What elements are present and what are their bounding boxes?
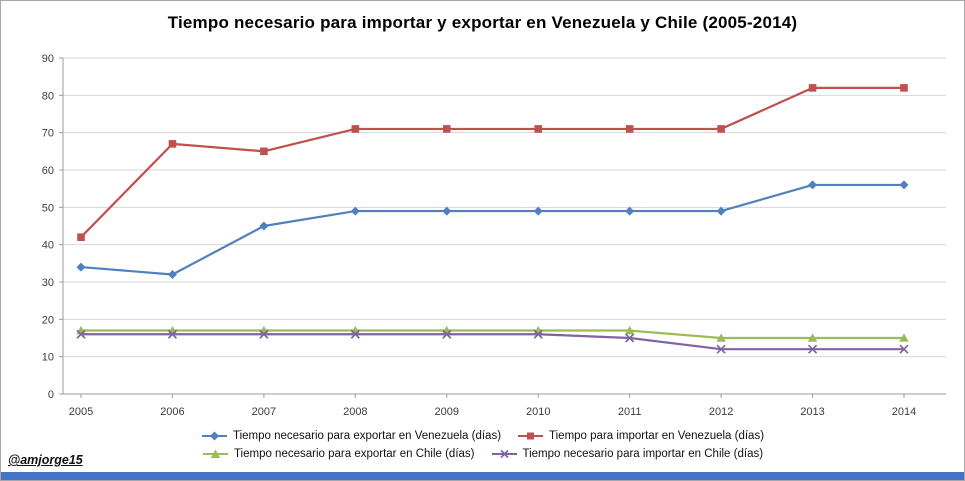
legend-item-importar-chile: Tiempo necesario para importar en Chile … [491,448,764,460]
svg-text:2010: 2010 [526,406,550,418]
svg-text:2005: 2005 [69,406,93,418]
svg-text:2011: 2011 [618,406,642,418]
svg-text:30: 30 [42,277,54,289]
svg-text:80: 80 [42,90,54,102]
svg-text:10: 10 [42,352,54,364]
svg-text:2006: 2006 [160,406,184,418]
legend-marker-triangle-icon [202,449,228,458]
svg-text:2009: 2009 [435,406,459,418]
chart-legend: Tiempo necesario para exportar en Venezu… [1,430,964,460]
svg-text:2008: 2008 [343,406,367,418]
watermark: @amjorge15 [8,453,83,467]
legend-row-2: Tiempo necesario para exportar en Chile … [202,448,763,460]
legend-label-importar-venezuela: Tiempo para importar en Venezuela (días) [549,430,765,442]
svg-text:40: 40 [42,240,54,252]
legend-item-importar-venezuela: Tiempo para importar en Venezuela (días) [517,430,764,442]
svg-text:2007: 2007 [252,406,276,418]
legend-label-importar-chile: Tiempo necesario para importar en Chile … [522,448,764,460]
legend-marker-square-icon [518,432,544,440]
svg-text:60: 60 [42,165,54,177]
legend-item-exportar-venezuela: Tiempo necesario para exportar en Venezu… [201,430,501,442]
svg-text:20: 20 [42,314,54,326]
legend-label-exportar-venezuela: Tiempo necesario para exportar en Venezu… [232,430,502,442]
svg-text:50: 50 [42,202,54,214]
svg-text:2013: 2013 [800,406,824,418]
legend-marker-x-icon [491,449,517,459]
svg-text:2012: 2012 [709,406,733,418]
svg-text:70: 70 [42,128,54,140]
bottom-blue-bar [1,472,964,480]
legend-label-exportar-chile: Tiempo necesario para exportar en Chile … [233,448,475,460]
svg-text:0: 0 [48,389,54,401]
chart-title: Tiempo necesario para importar y exporta… [167,13,798,32]
legend-row-1: Tiempo necesario para exportar en Venezu… [201,430,764,442]
legend-marker-diamond-icon [201,431,227,441]
svg-text:90: 90 [42,53,54,65]
legend-item-exportar-chile: Tiempo necesario para exportar en Chile … [202,448,475,460]
svg-text:2014: 2014 [892,406,916,418]
